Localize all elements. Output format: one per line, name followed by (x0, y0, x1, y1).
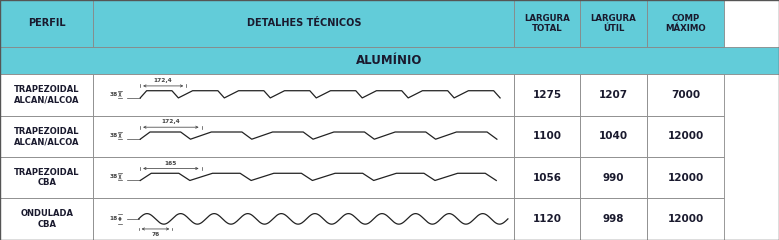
Text: 1207: 1207 (599, 90, 628, 100)
Bar (580, 0, 647, 47)
Text: LARGURA
ÚTIL: LARGURA ÚTIL (590, 14, 636, 33)
Text: 7000: 7000 (671, 90, 700, 100)
Text: 1120: 1120 (533, 214, 562, 224)
Bar (0, 47, 779, 74)
Text: 1100: 1100 (533, 131, 562, 141)
Text: TRAPEZOIDAL
ALCAN/ALCOA: TRAPEZOIDAL ALCAN/ALCOA (14, 127, 79, 146)
Text: TRAPEZOIDAL
ALCAN/ALCOA: TRAPEZOIDAL ALCAN/ALCOA (14, 85, 79, 105)
Bar (93, 0, 514, 47)
Bar (514, 116, 580, 157)
Bar (514, 157, 580, 198)
Bar (647, 198, 724, 240)
Bar (93, 157, 514, 198)
Text: 38: 38 (109, 174, 118, 179)
Text: 12000: 12000 (668, 131, 703, 141)
Text: 1056: 1056 (533, 173, 562, 183)
Text: 1040: 1040 (599, 131, 628, 141)
Bar (0, 157, 93, 198)
Bar (0, 74, 93, 116)
Bar (514, 74, 580, 116)
Text: ONDULADA
CBA: ONDULADA CBA (20, 209, 73, 228)
Text: PERFIL: PERFIL (28, 18, 65, 28)
Text: DETALHES TÉCNICOS: DETALHES TÉCNICOS (247, 18, 361, 28)
Bar (647, 157, 724, 198)
Text: 990: 990 (603, 173, 624, 183)
Bar (0, 116, 93, 157)
Bar (93, 74, 514, 116)
Text: LARGURA
TOTAL: LARGURA TOTAL (524, 14, 570, 33)
Text: 76: 76 (151, 232, 160, 237)
Text: TRAPEZOIDAL
CBA: TRAPEZOIDAL CBA (14, 168, 79, 187)
Bar (647, 116, 724, 157)
Bar (0, 0, 93, 47)
Text: 998: 998 (603, 214, 624, 224)
Text: 12000: 12000 (668, 173, 703, 183)
Text: 38: 38 (109, 133, 118, 138)
Text: 12000: 12000 (668, 214, 703, 224)
Bar (514, 0, 580, 47)
Bar (580, 116, 647, 157)
Bar (93, 198, 514, 240)
Bar (0, 198, 93, 240)
Text: 172,4: 172,4 (161, 119, 180, 124)
Text: 38: 38 (109, 92, 118, 97)
Text: 1275: 1275 (533, 90, 562, 100)
Text: ALUMÍNIO: ALUMÍNIO (356, 54, 423, 67)
Bar (580, 74, 647, 116)
Bar (647, 74, 724, 116)
Text: COMP
MÁXIMO: COMP MÁXIMO (665, 14, 706, 33)
Bar (580, 157, 647, 198)
Text: 18: 18 (109, 216, 118, 221)
Bar (93, 116, 514, 157)
Bar (647, 0, 724, 47)
Text: 165: 165 (164, 161, 177, 166)
Bar (580, 198, 647, 240)
Text: 172,4: 172,4 (153, 78, 173, 83)
Bar (514, 198, 580, 240)
